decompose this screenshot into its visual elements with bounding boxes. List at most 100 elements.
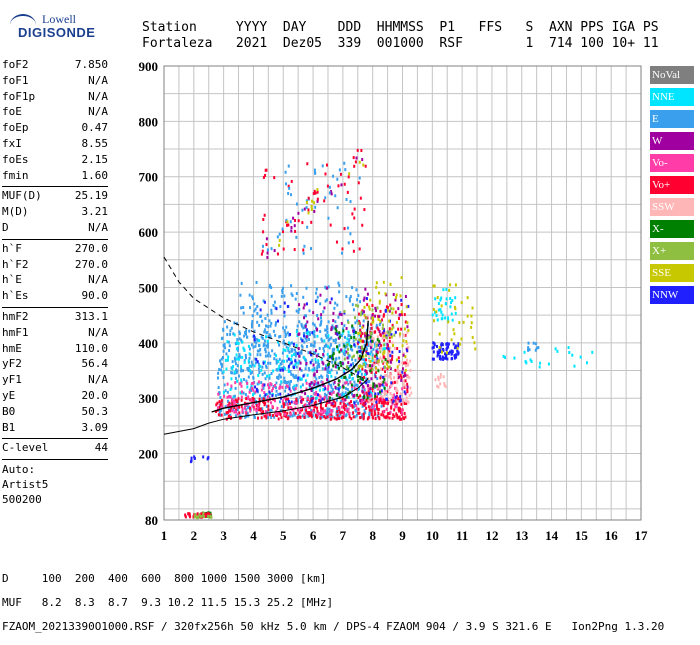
echo-point [383,329,386,333]
echo-point [230,371,233,375]
echo-point [568,351,571,355]
echo-point [396,414,399,418]
echo-point [326,397,329,401]
echo-point [308,385,311,389]
echo-point [444,302,447,306]
param-name: foF1p [2,89,36,103]
echo-point [337,387,340,391]
echo-point [308,402,311,406]
echo-point [352,308,355,312]
echo-point [316,393,319,397]
echo-point [377,398,380,402]
echo-point [400,408,403,412]
echo-point [363,409,366,413]
echo-point [270,321,273,325]
echo-point [310,401,313,405]
echo-point [388,339,391,343]
echo-point [284,389,287,393]
echo-point [300,322,303,326]
echo-point [367,405,370,409]
echo-point [453,353,456,357]
echo-point [305,314,308,318]
echo-point [291,293,294,297]
echo-point [250,360,253,364]
echo-point [394,330,397,334]
echo-point [354,415,357,419]
echo-point [252,381,255,385]
echo-point [374,344,377,348]
echo-point [350,417,353,421]
echo-point [383,356,386,360]
echo-point [264,393,267,397]
echo-point [339,172,342,176]
echo-point [360,382,363,386]
echo-point [378,301,381,305]
echo-point [243,360,246,364]
echo-point [377,415,380,419]
echo-point [376,306,379,310]
echo-point [378,417,381,421]
echo-point [275,360,278,364]
echo-point [318,346,321,350]
legend-item-noval: NoVal [650,66,694,84]
echo-point [348,338,351,342]
echo-point [382,313,385,317]
echo-point [394,368,397,372]
echo-point [238,330,241,334]
echo-point [265,344,268,348]
echo-point [313,323,316,327]
echo-point [358,247,361,251]
echo-point [348,172,351,176]
param-value: 270.0 [74,241,108,255]
echo-point [375,281,378,285]
echo-point [194,512,197,516]
echo-point [314,375,317,379]
echo-point [537,346,540,350]
echo-point [390,398,393,402]
echo-point [454,296,457,300]
echo-point [239,293,242,297]
echo-point [288,401,291,405]
echo-point [281,227,284,231]
echo-point [361,395,364,399]
echo-point [315,354,318,358]
echo-point [324,367,327,371]
echo-point [376,335,379,339]
echo-point [300,396,303,400]
echo-point [290,379,293,383]
file-info-row: FZAOM_20213390O1000.RSF / 320fx256h 50 k… [2,620,665,633]
echo-point [374,314,377,318]
echo-point [283,329,286,333]
echo-point [241,340,244,344]
echo-point [357,407,360,411]
echo-point [439,382,442,386]
echo-point [376,326,379,330]
echo-point [340,376,343,380]
echo-point [365,345,368,349]
echo-point [473,341,476,345]
echo-point [234,410,237,414]
echo-point [371,304,374,308]
echo-point [362,340,365,344]
echo-point [353,401,356,405]
echo-point [305,286,308,290]
echo-point [399,392,402,396]
echo-point [192,515,195,519]
echo-point [375,402,378,406]
echo-point [402,398,405,402]
echo-point [295,374,298,378]
echo-point [283,314,286,318]
echo-point [371,400,374,404]
echo-point [302,295,305,299]
echo-point [375,345,378,349]
echo-point [345,295,348,299]
echo-point [279,335,282,339]
echo-point [579,355,582,359]
echo-point [373,384,376,388]
echo-point [406,385,409,389]
echo-point [251,295,254,299]
echo-point [335,412,338,416]
echo-point [391,393,394,397]
echo-point [362,415,365,419]
echo-point [237,374,240,378]
